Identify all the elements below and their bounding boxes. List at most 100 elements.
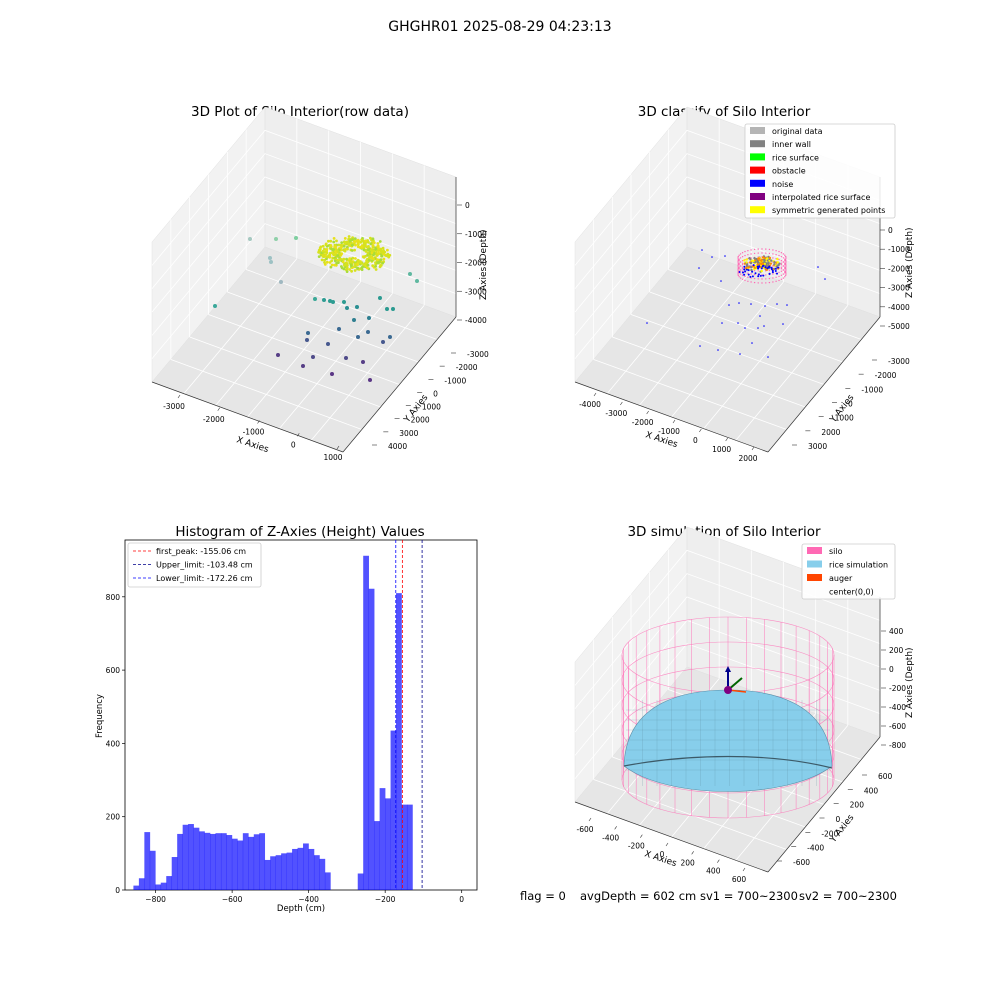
noise-point [759,274,762,277]
tick-label: 0 [889,665,894,674]
tick-label: -600 [576,825,593,834]
x-tick-label: −600 [222,895,243,904]
tick-label: 0 [660,850,665,859]
raw-point [336,254,340,257]
raw-point [329,244,333,247]
noise-point [763,325,765,327]
silo-point [744,275,746,278]
panel-raw-data: 3D Plot of Silo Interior(row data) -3000… [151,104,489,462]
noise-point [752,264,755,267]
raw-point [372,249,375,253]
raw-point [376,242,380,245]
raw-point [347,235,351,238]
tick-label: 0 [836,815,841,824]
raw-point [353,265,356,268]
tick-label: -3000 [888,284,910,293]
noise-point [757,327,759,329]
raw-point [364,242,367,246]
noise-point [767,266,770,269]
raw-point [378,240,382,243]
silo-point [765,282,767,284]
noise-point [768,272,771,275]
silo-point [757,282,759,284]
silo-point [739,277,742,279]
silo-point [782,277,785,279]
raw-point [371,237,375,241]
silo-point [772,253,774,255]
noise-point [728,304,730,306]
silo-point [741,256,744,258]
silo-point [780,278,783,280]
silo-point [780,270,783,272]
classified-point [753,257,756,260]
silo-point [738,254,740,256]
silo-point [780,262,783,264]
raw-point [350,260,353,264]
raw-point [306,331,310,335]
raw-point [337,261,340,264]
raw-point [326,342,330,346]
silo-point [738,262,740,264]
noise-point [743,265,746,268]
tick-label: 200 [889,646,904,655]
raw-point [305,338,309,342]
y-tick-label: 600 [106,666,121,675]
raw-point [340,252,344,256]
legend-swatch [807,547,822,554]
silo-point [785,255,787,258]
raw-point [354,243,357,247]
silo-point [778,279,780,282]
raw-point [345,257,348,261]
raw-point [330,372,334,376]
histogram-bar [308,848,315,890]
silo-point [785,263,787,266]
raw-point [376,261,379,265]
tick-label: -2000 [456,363,478,372]
panel-simulation-title: 3D simulation of Silo Interior [627,524,821,540]
status-sv1: sv1 = 700~2300 [700,889,798,903]
silo-point [739,269,742,271]
noise-point [749,275,752,278]
tick-mark [620,401,623,406]
classified-point [760,269,763,273]
histogram-bar [231,838,238,890]
tick-label: -2000 [888,264,910,273]
floor-grid-line [246,269,438,340]
silo-point [761,248,763,250]
noise-point [646,322,648,324]
raw-z-axis-label: Z Axies (Depth) [479,229,489,300]
classified-point [768,256,772,260]
tick-label: 0 [693,436,698,445]
silo-point [785,271,787,274]
histogram-bar [199,831,205,890]
status-flag: flag = 0 [520,889,566,903]
x-axis-line [574,381,769,453]
silo-point [780,266,783,268]
silo-point [737,273,739,275]
classified-point [760,259,763,263]
raw-point [364,250,368,253]
raw-point [333,253,337,257]
raw-point [360,261,363,265]
tick-label: 400 [889,627,904,636]
silo-point [772,257,774,259]
histogram-bar [363,555,369,890]
raw-point [350,269,353,273]
histogram-bar [324,872,331,890]
silo-point [782,269,785,271]
classified-point [770,259,773,262]
x-tick-label: −200 [375,895,396,904]
classified-point [757,257,760,260]
silo-point [785,257,787,259]
raw-point [378,296,382,300]
raw-point [317,255,321,258]
silo-point [768,252,771,255]
silo-point [741,260,744,262]
panel-simulation: 3D simulation of Silo Interior -600-400-… [574,524,915,884]
raw-point [362,255,366,259]
histogram-x-axis-label: Depth (cm) [277,904,325,914]
classified-point [763,262,766,266]
tick-label: -3000 [605,409,627,418]
tick-label: -5000 [888,322,910,331]
